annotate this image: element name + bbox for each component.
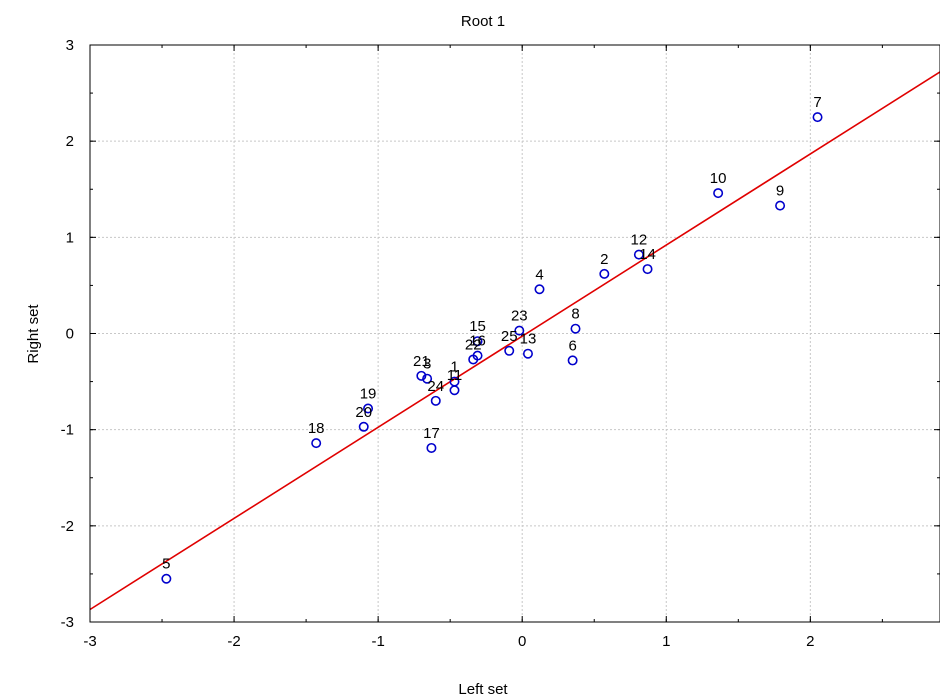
data-point	[161, 573, 172, 584]
data-point	[468, 354, 479, 365]
data-point	[812, 112, 823, 123]
point-label: 8	[571, 306, 579, 323]
x-tick-label: -1	[371, 633, 384, 650]
point-label: 3	[423, 356, 431, 373]
point-label: 13	[520, 331, 537, 348]
chart-title: Root 1	[461, 13, 505, 30]
x-axis-title: Left set	[458, 681, 508, 698]
point-label: 16	[469, 333, 486, 350]
point-label: 22	[465, 336, 482, 353]
data-point	[363, 403, 374, 414]
point-label: 5	[162, 556, 170, 573]
data-point	[567, 355, 578, 366]
point-label: 11	[447, 367, 463, 384]
data-point	[504, 345, 515, 356]
data-point	[422, 373, 433, 384]
point-label: 10	[710, 170, 727, 187]
grid-lines	[90, 45, 940, 622]
y-tick-label: -1	[61, 422, 74, 439]
fit-line-group	[89, 71, 940, 611]
y-tick-label: 2	[66, 133, 74, 150]
data-point	[416, 370, 427, 381]
x-tick-label: 0	[518, 633, 526, 650]
point-label: 20	[355, 404, 372, 421]
data-point	[472, 336, 483, 347]
point-label: 24	[427, 378, 444, 395]
point-label: 25	[501, 328, 518, 345]
data-point	[633, 249, 644, 260]
data-point	[514, 325, 525, 336]
point-label: 23	[511, 308, 528, 325]
data-point	[775, 200, 786, 211]
regression-line	[89, 71, 940, 611]
y-tick-label: 1	[66, 229, 74, 246]
y-tick-label: -2	[61, 518, 74, 535]
data-point	[570, 323, 581, 334]
data-point	[311, 438, 322, 449]
point-label: 15	[469, 318, 486, 335]
data-point	[599, 268, 610, 279]
data-point	[358, 421, 369, 432]
data-point	[430, 395, 441, 406]
point-label: 6	[568, 337, 576, 354]
point-label: 19	[360, 386, 377, 403]
point-label: 17	[423, 425, 440, 442]
point-label: 12	[631, 232, 648, 249]
point-label: 9	[776, 183, 784, 200]
point-label: 2	[600, 251, 608, 268]
y-tick-label: 0	[66, 326, 74, 343]
x-tick-label: 1	[662, 633, 670, 650]
x-tick-label: 2	[806, 633, 814, 650]
data-point	[713, 188, 724, 199]
point-label: 4	[535, 266, 543, 283]
data-points: 1234567891011121314151617181920212223242…	[161, 94, 823, 584]
data-point	[522, 348, 533, 359]
data-point	[642, 264, 653, 275]
y-tick-label: -3	[61, 614, 74, 631]
point-label: 21	[413, 353, 430, 370]
point-label: 7	[813, 94, 821, 111]
x-tick-label: -3	[83, 633, 96, 650]
y-axis-title: Right set	[25, 304, 42, 364]
data-point	[426, 442, 437, 453]
data-point	[449, 385, 460, 396]
data-point	[534, 284, 545, 295]
x-tick-label: -2	[227, 633, 240, 650]
point-label: 14	[639, 246, 656, 263]
point-label: 1	[450, 359, 458, 376]
y-tick-label: 3	[66, 37, 74, 54]
point-label: 18	[308, 420, 325, 437]
